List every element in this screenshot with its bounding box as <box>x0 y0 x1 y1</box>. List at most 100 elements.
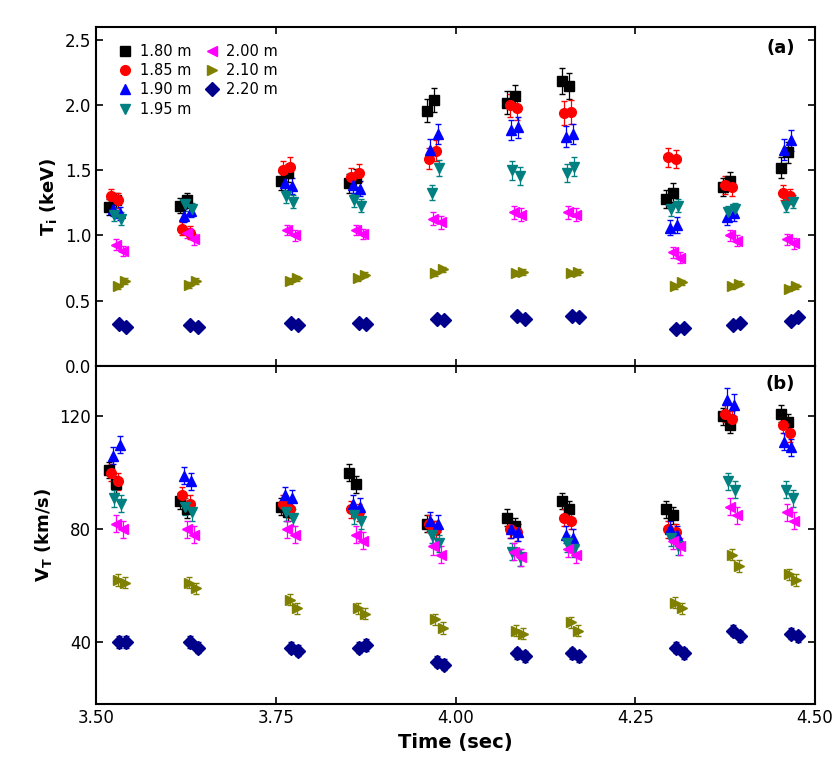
2.10 m <box>191 276 201 286</box>
Y-axis label: $\mathbf{V_T}$ $\mathbf{(km/s)}$: $\mathbf{V_T}$ $\mathbf{(km/s)}$ <box>33 488 54 582</box>
2.00 m <box>110 240 120 249</box>
1.80 m <box>564 81 574 90</box>
1.95 m <box>110 210 120 219</box>
2.20 m <box>671 324 681 334</box>
2.20 m <box>293 321 303 330</box>
2.00 m <box>732 236 742 245</box>
2.20 m <box>115 319 125 328</box>
1.80 m <box>661 194 671 204</box>
1.90 m <box>729 209 739 218</box>
2.10 m <box>120 276 130 286</box>
1.85 m <box>114 196 124 205</box>
1.90 m <box>355 184 365 193</box>
1.95 m <box>356 201 366 210</box>
2.00 m <box>509 208 519 217</box>
2.20 m <box>432 314 442 324</box>
2.20 m <box>679 323 689 332</box>
2.20 m <box>728 321 738 330</box>
1.80 m <box>502 98 512 107</box>
1.95 m <box>562 168 572 177</box>
1.90 m <box>115 209 125 218</box>
1.85 m <box>664 152 674 162</box>
1.85 m <box>727 183 737 192</box>
1.95 m <box>788 197 798 206</box>
1.95 m <box>181 200 191 209</box>
2.20 m <box>439 315 449 324</box>
1.95 m <box>515 171 525 180</box>
2.10 m <box>292 274 302 283</box>
Line: 1.95 m: 1.95 m <box>110 162 798 223</box>
1.90 m <box>513 123 523 132</box>
Line: 1.85 m: 1.85 m <box>106 100 795 238</box>
Line: 2.00 m: 2.00 m <box>110 207 799 262</box>
2.20 m <box>192 322 202 331</box>
1.95 m <box>281 191 291 201</box>
1.95 m <box>723 208 733 217</box>
2.10 m <box>360 270 370 279</box>
1.80 m <box>669 187 679 197</box>
1.85 m <box>285 162 295 171</box>
2.00 m <box>668 247 678 257</box>
2.00 m <box>782 235 792 244</box>
1.80 m <box>422 106 432 115</box>
2.00 m <box>283 226 293 235</box>
1.85 m <box>424 154 434 163</box>
2.00 m <box>571 210 581 219</box>
1.95 m <box>674 201 684 210</box>
2.10 m <box>677 278 687 287</box>
1.95 m <box>349 196 359 205</box>
2.20 m <box>520 314 530 324</box>
1.85 m <box>185 228 195 237</box>
2.00 m <box>563 208 573 217</box>
1.95 m <box>434 163 444 173</box>
1.80 m <box>104 202 114 212</box>
1.90 m <box>179 212 189 221</box>
1.90 m <box>287 181 297 191</box>
1.80 m <box>351 173 361 183</box>
2.00 m <box>181 228 191 237</box>
2.10 m <box>670 282 680 291</box>
1.90 m <box>665 223 675 233</box>
1.85 m <box>785 191 795 201</box>
1.80 m <box>111 196 121 205</box>
1.80 m <box>429 96 439 105</box>
2.00 m <box>436 218 446 227</box>
1.80 m <box>782 148 793 157</box>
1.90 m <box>279 179 289 188</box>
1.80 m <box>726 176 736 185</box>
1.85 m <box>177 224 187 233</box>
2.10 m <box>734 279 744 289</box>
1.85 m <box>106 191 116 201</box>
1.80 m <box>283 168 293 177</box>
2.20 m <box>786 317 796 326</box>
Text: (a): (a) <box>767 39 795 57</box>
1.90 m <box>561 132 571 142</box>
1.95 m <box>731 205 741 214</box>
1.90 m <box>672 220 682 230</box>
2.20 m <box>736 318 746 328</box>
2.00 m <box>189 235 199 244</box>
1.80 m <box>776 163 786 173</box>
1.95 m <box>187 205 197 214</box>
2.20 m <box>121 322 131 331</box>
2.00 m <box>289 231 299 240</box>
1.85 m <box>354 168 364 177</box>
1.90 m <box>721 212 732 222</box>
2.00 m <box>350 226 360 235</box>
1.85 m <box>720 180 731 189</box>
2.20 m <box>186 321 196 330</box>
1.95 m <box>781 201 791 210</box>
1.90 m <box>779 145 789 154</box>
1.90 m <box>108 205 118 214</box>
Line: 1.90 m: 1.90 m <box>108 123 796 233</box>
2.20 m <box>361 319 371 328</box>
1.95 m <box>116 214 126 223</box>
2.00 m <box>118 247 128 256</box>
2.10 m <box>573 268 583 277</box>
1.95 m <box>666 205 676 214</box>
2.20 m <box>793 313 803 322</box>
Line: 2.20 m: 2.20 m <box>115 311 803 334</box>
1.80 m <box>510 92 520 101</box>
1.85 m <box>512 103 522 113</box>
2.10 m <box>518 268 528 277</box>
